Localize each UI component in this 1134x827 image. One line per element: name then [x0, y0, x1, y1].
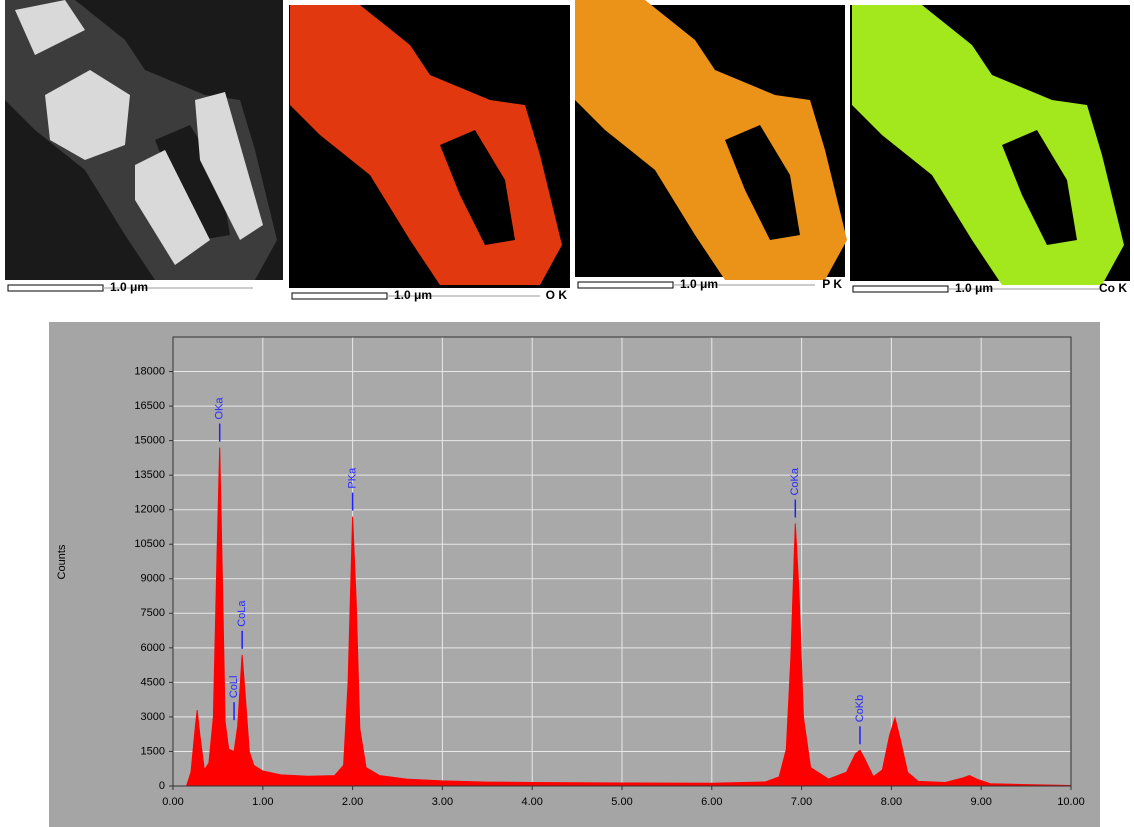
x-tick-label: 5.00 [611, 796, 632, 808]
y-tick-label: 15000 [134, 435, 165, 447]
x-tick-label: 10.00 [1057, 796, 1085, 808]
y-axis-label: Counts [56, 544, 68, 579]
scale-label: 1.0 μm [680, 277, 718, 291]
y-tick-label: 13500 [134, 469, 165, 481]
y-tick-label: 12000 [134, 504, 165, 516]
element-label: O K [546, 288, 568, 302]
scale-bar [852, 285, 949, 293]
scale-label: 1.0 μm [110, 280, 148, 294]
x-tick-label: 1.00 [252, 796, 273, 808]
peak-label: CoLl [228, 676, 240, 699]
peak-label: CoKa [789, 467, 801, 495]
panel-co-map [850, 5, 1130, 285]
x-tick-label: 3.00 [432, 796, 453, 808]
peak-label: CoLa [236, 600, 248, 627]
panel-o-map [289, 5, 570, 288]
peak-label: CoKb [854, 695, 866, 723]
scale-label: 1.0 μm [394, 288, 432, 302]
panel-labels: 1.0 μm 1.0 μm O K 1.0 μm P K 1.0 μm Co K [7, 277, 1127, 302]
plot-frame [172, 336, 1072, 787]
y-tick-label: 10500 [134, 538, 165, 550]
y-tick-label: 1500 [141, 745, 165, 757]
peak-label: OKa [214, 397, 226, 420]
x-tick-label: 7.00 [791, 796, 812, 808]
x-tick-label: 4.00 [521, 796, 542, 808]
y-tick-label: 7500 [141, 607, 165, 619]
x-tick-label: 2.00 [342, 796, 363, 808]
scale-label: 1.0 μm [955, 281, 993, 295]
y-tick-label: 3000 [141, 711, 165, 723]
x-tick-label: 6.00 [701, 796, 722, 808]
x-tick-label: 0.00 [162, 796, 183, 808]
y-tick-label: 16500 [134, 400, 165, 412]
scale-bar [577, 281, 674, 289]
y-tick-label: 6000 [141, 642, 165, 654]
y-tick-label: 9000 [141, 573, 165, 585]
x-tick-label: 9.00 [970, 796, 991, 808]
peak-label: PKa [347, 467, 359, 489]
x-tick-label: 8.00 [881, 796, 902, 808]
panel-sem [5, 0, 283, 280]
y-tick-label: 0 [159, 780, 165, 792]
element-label: P K [822, 277, 842, 291]
spectrum [185, 447, 1072, 787]
element-label: Co K [1099, 281, 1127, 295]
y-tick-label: 4500 [141, 676, 165, 688]
chart: 0 1500 3000 4500 6000 7500 9000 10500 12000 13500… [134, 337, 1085, 808]
panel-p-map [575, 0, 847, 280]
scale-bar [291, 292, 388, 300]
scale-bar [7, 284, 104, 292]
y-tick-label: 18000 [134, 365, 165, 377]
